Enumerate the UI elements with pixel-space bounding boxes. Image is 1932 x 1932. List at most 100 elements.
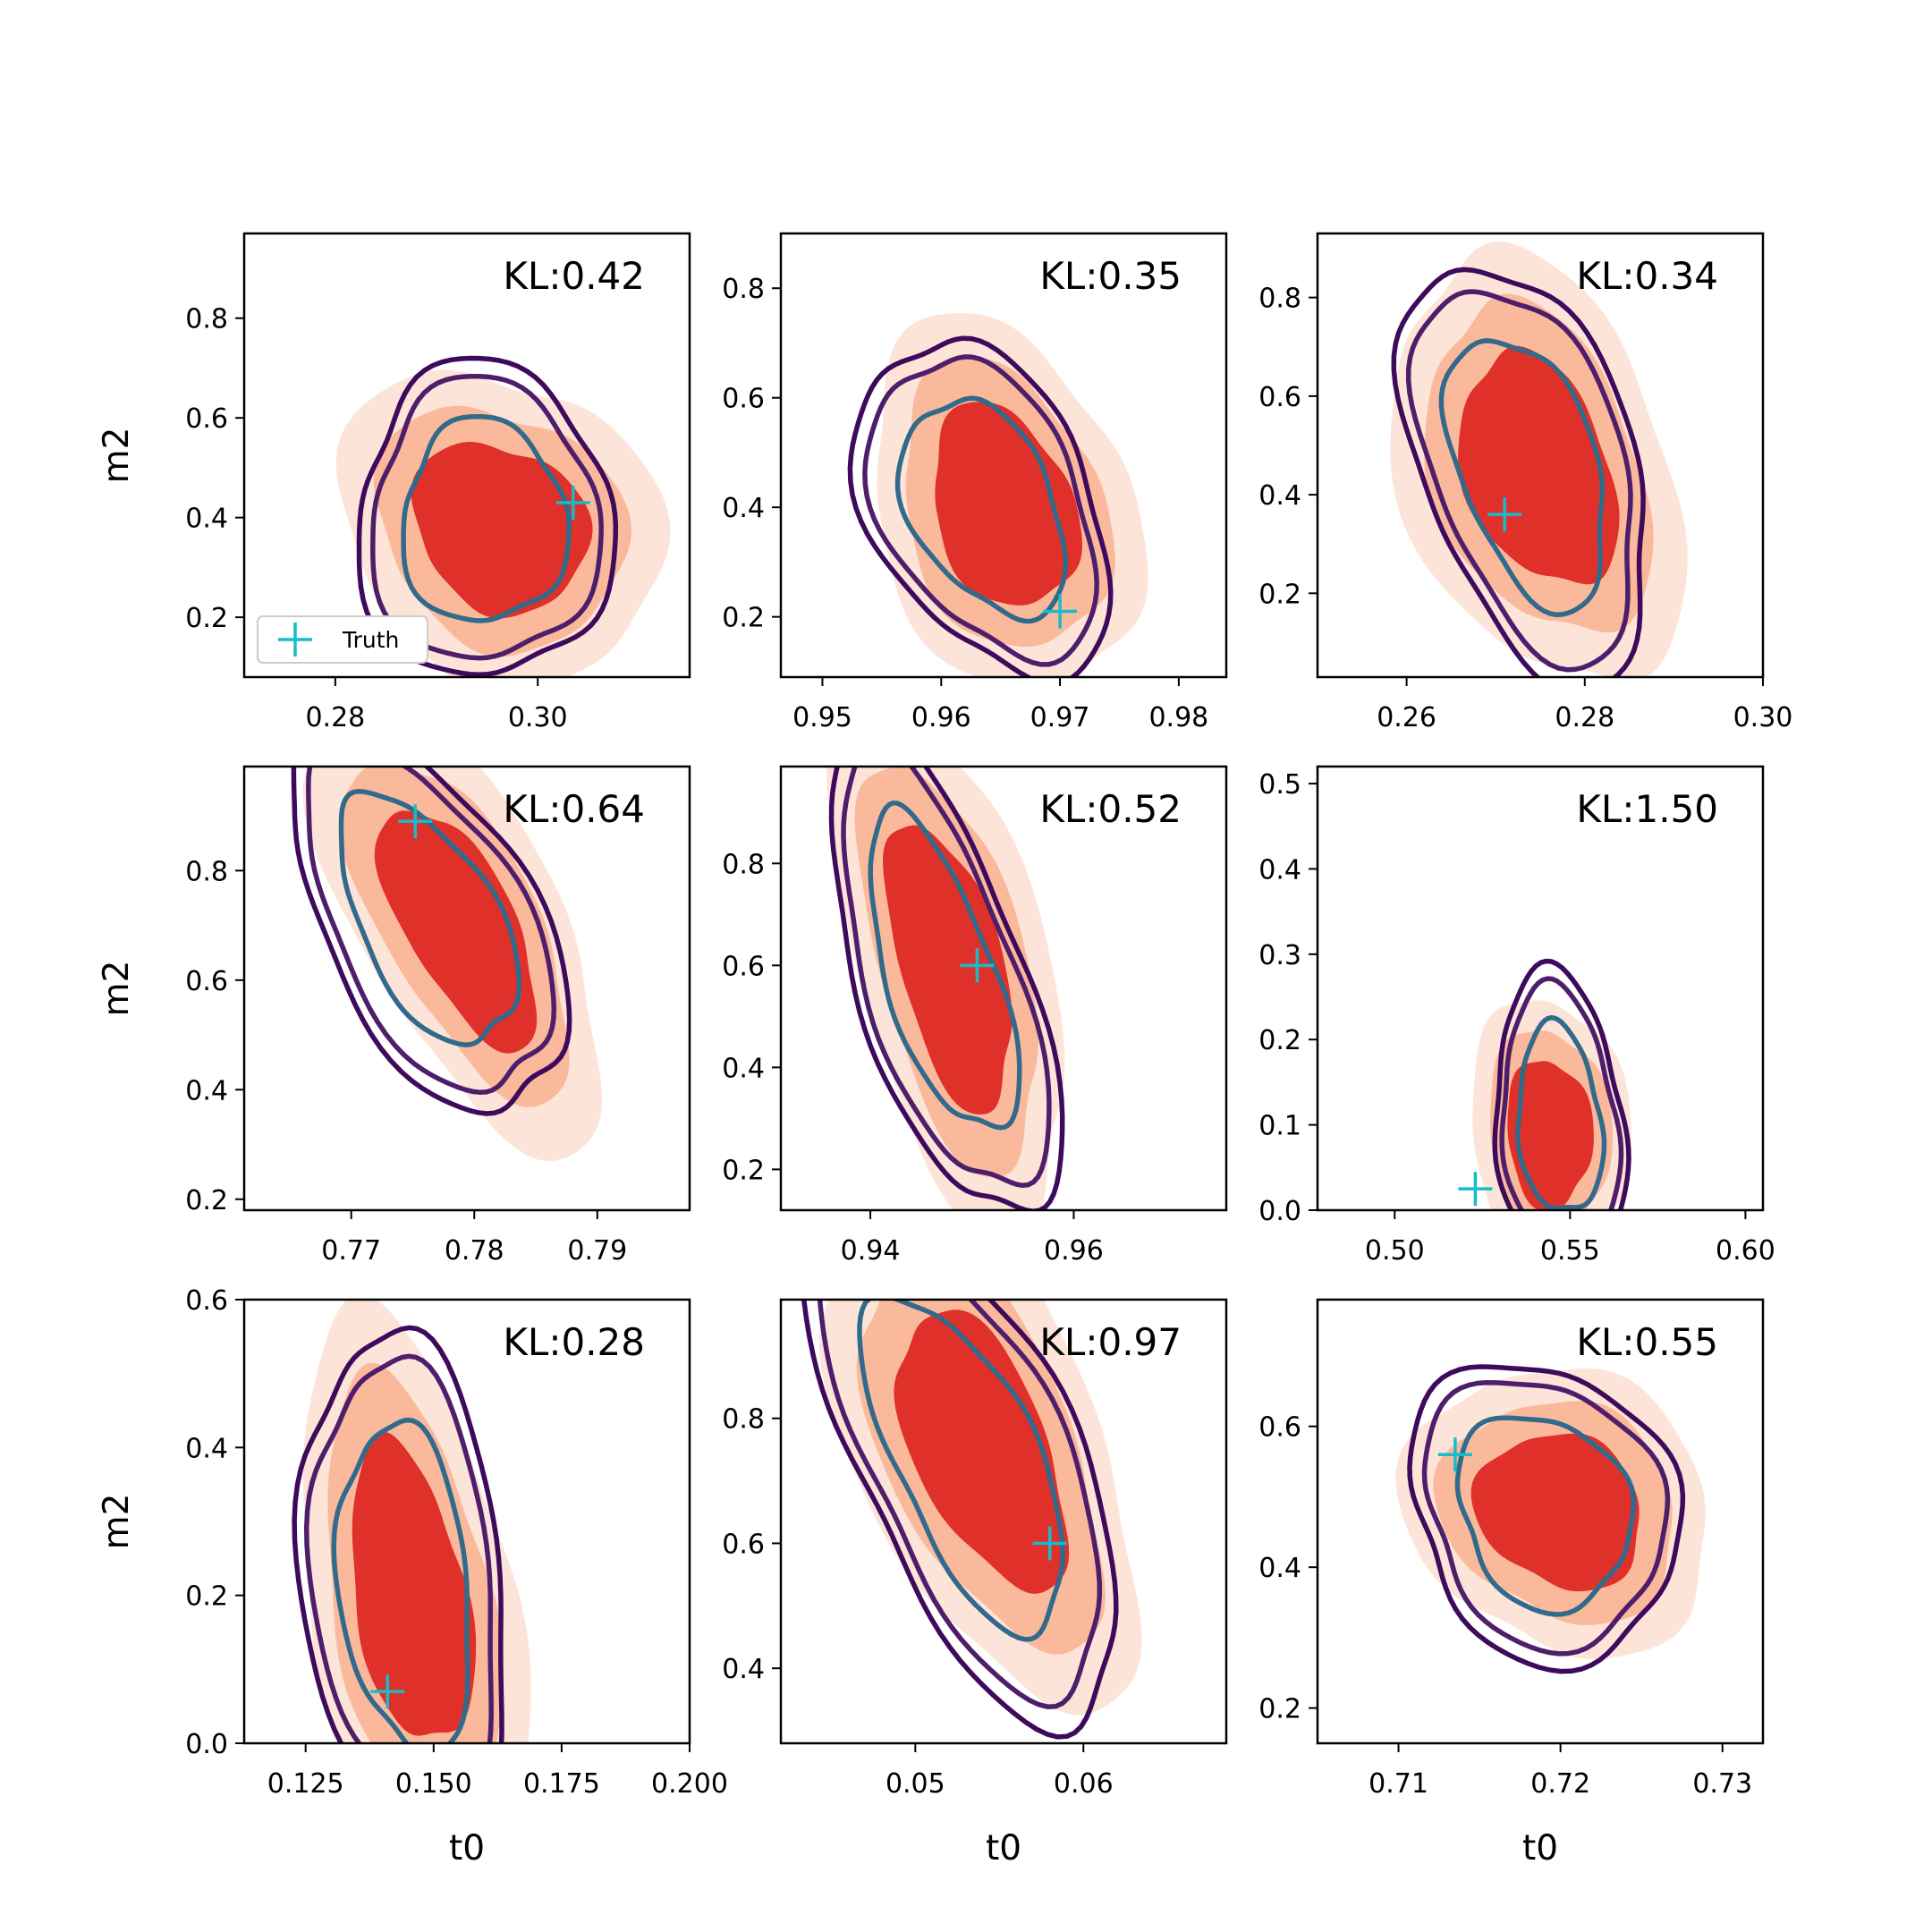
y-tick-label: 0.6: [185, 403, 228, 435]
y-tick-label: 0.8: [185, 856, 228, 887]
truth-marker: [398, 804, 433, 839]
x-tick-label: 0.50: [1365, 1235, 1425, 1267]
x-tick-label: 0.06: [1054, 1768, 1114, 1800]
y-tick-label: 0.2: [1258, 1694, 1301, 1725]
contour-line-inner: [857, 1300, 1065, 1642]
y-tick-label: 0.4: [185, 504, 228, 535]
density-fill-inner: [894, 1309, 1070, 1594]
density-fill-inner: [411, 442, 593, 619]
contour-line-inner: [868, 800, 1022, 1131]
contour-line-inner: [401, 413, 572, 623]
y-tick-label: 0.8: [185, 304, 228, 335]
subplot-5: 0.94 0.96 0.2 0.4 0.6 0.8 KL:0.52: [722, 765, 1228, 1267]
contour-line-middle: [841, 767, 1052, 1189]
truth-marker: [370, 1674, 405, 1709]
y-tick-label: 0.6: [185, 966, 228, 997]
x-tick-label: 0.150: [395, 1768, 472, 1800]
contour-line-middle: [303, 1353, 494, 1743]
y-tick-label: 0.2: [722, 603, 765, 634]
truth-marker: [1487, 497, 1522, 532]
y-tick-label: 0.8: [722, 274, 765, 305]
y-tick-label: 0.2: [185, 1185, 228, 1216]
truth-marker: [1032, 1526, 1067, 1561]
contour-line-middle: [370, 373, 604, 661]
x-tick-label: 0.95: [792, 702, 852, 733]
plot-area: [1395, 1364, 1706, 1674]
density-fill-inner: [1507, 1061, 1594, 1210]
y-tick-label: 0.2: [185, 1581, 228, 1613]
y-tick-label: 0.4: [1258, 1553, 1301, 1584]
kl-annotation: KL:0.55: [1576, 1320, 1718, 1364]
y-tick-label: 0.6: [722, 1529, 765, 1560]
y-axis-label: m2: [97, 961, 137, 1017]
truth-marker: [555, 485, 590, 520]
y-tick-label: 0.6: [722, 951, 765, 982]
x-tick-label: 0.96: [1044, 1235, 1104, 1267]
contour-line-inner: [331, 1417, 470, 1743]
contour-line-outer: [847, 335, 1114, 677]
legend-label: Truth: [342, 627, 399, 653]
y-tick-label: 0.0: [185, 1729, 228, 1760]
contour-line-middle: [817, 1300, 1103, 1709]
contour-line-middle: [306, 767, 557, 1096]
x-tick-label: 0.200: [651, 1768, 728, 1800]
y-tick-label: 0.2: [722, 1155, 765, 1186]
subplot-2: 0.95 0.96 0.97 0.98 0.2 0.4 0.6 0.8 KL:0.35: [722, 232, 1228, 733]
x-tick-label: 0.28: [1555, 702, 1614, 733]
y-axis-label: m2: [97, 1494, 137, 1550]
plot-area: [292, 1300, 531, 1743]
x-tick-label: 0.125: [267, 1768, 344, 1800]
kl-annotation: KL:1.50: [1576, 787, 1718, 831]
kl-annotation: KL:0.52: [1039, 787, 1182, 831]
x-tick-label: 0.97: [1030, 702, 1090, 733]
y-tick-label: 0.1: [1258, 1111, 1301, 1142]
x-axis-label: t0: [1522, 1828, 1558, 1868]
density-fill-inner: [352, 1431, 477, 1736]
subplot-7: 0.125 0.150 0.175 0.200 0.0 0.2 0.4 0.6 KL:0.28 t…: [97, 1285, 728, 1868]
x-tick-label: 0.55: [1540, 1235, 1600, 1267]
kl-annotation: KL:0.28: [503, 1320, 645, 1364]
contour-line-middle: [862, 354, 1099, 667]
legend: Truth: [257, 615, 428, 664]
y-tick-label: 0.5: [1258, 769, 1301, 801]
x-tick-label: 0.78: [445, 1235, 504, 1267]
subplot-3: 0.26 0.28 0.30 0.2 0.4 0.6 0.8 KL:0.34: [1258, 232, 1793, 733]
axes-frame: [1316, 1298, 1765, 1745]
y-tick-label: 0.6: [1258, 382, 1301, 413]
y-tick-label: 0.6: [185, 1285, 228, 1317]
y-tick-label: 0.4: [722, 1654, 765, 1685]
contour-line-middle: [1421, 1379, 1671, 1657]
plot-area: [826, 767, 1065, 1210]
contour-line-outer: [291, 767, 572, 1116]
kl-annotation: KL:0.35: [1039, 254, 1182, 298]
x-axis-label: t0: [986, 1828, 1021, 1868]
x-tick-label: 0.72: [1530, 1768, 1590, 1800]
axes-frame: [242, 232, 691, 679]
axes-frame: [779, 1298, 1228, 1745]
x-tick-label: 0.71: [1368, 1768, 1428, 1800]
contour-line-middle: [1499, 976, 1624, 1210]
x-tick-label: 0.30: [1733, 702, 1793, 733]
y-tick-label: 0.6: [722, 384, 765, 415]
kl-annotation: KL:0.42: [503, 254, 645, 298]
plot-area: [335, 355, 671, 677]
contour-line-inner: [1438, 338, 1606, 618]
contour-line-outer: [1391, 267, 1646, 677]
axes-frame: [1316, 232, 1765, 679]
kl-annotation: KL:0.64: [503, 787, 645, 831]
y-tick-label: 0.6: [1258, 1412, 1301, 1444]
density-fill-inner: [374, 810, 538, 1054]
y-tick-label: 0.8: [1258, 284, 1301, 315]
contour-line-inner: [338, 789, 522, 1047]
truth-marker: [1043, 594, 1078, 629]
plot-area: [1472, 958, 1631, 1210]
legend-box: [257, 615, 428, 664]
x-tick-label: 0.73: [1692, 1768, 1752, 1800]
x-tick-label: 0.79: [567, 1235, 627, 1267]
y-tick-label: 0.8: [722, 1404, 765, 1436]
x-tick-label: 0.05: [886, 1768, 945, 1800]
y-tick-label: 0.0: [1258, 1196, 1301, 1227]
x-tick-label: 0.94: [841, 1235, 901, 1267]
y-tick-label: 0.4: [185, 1075, 228, 1106]
